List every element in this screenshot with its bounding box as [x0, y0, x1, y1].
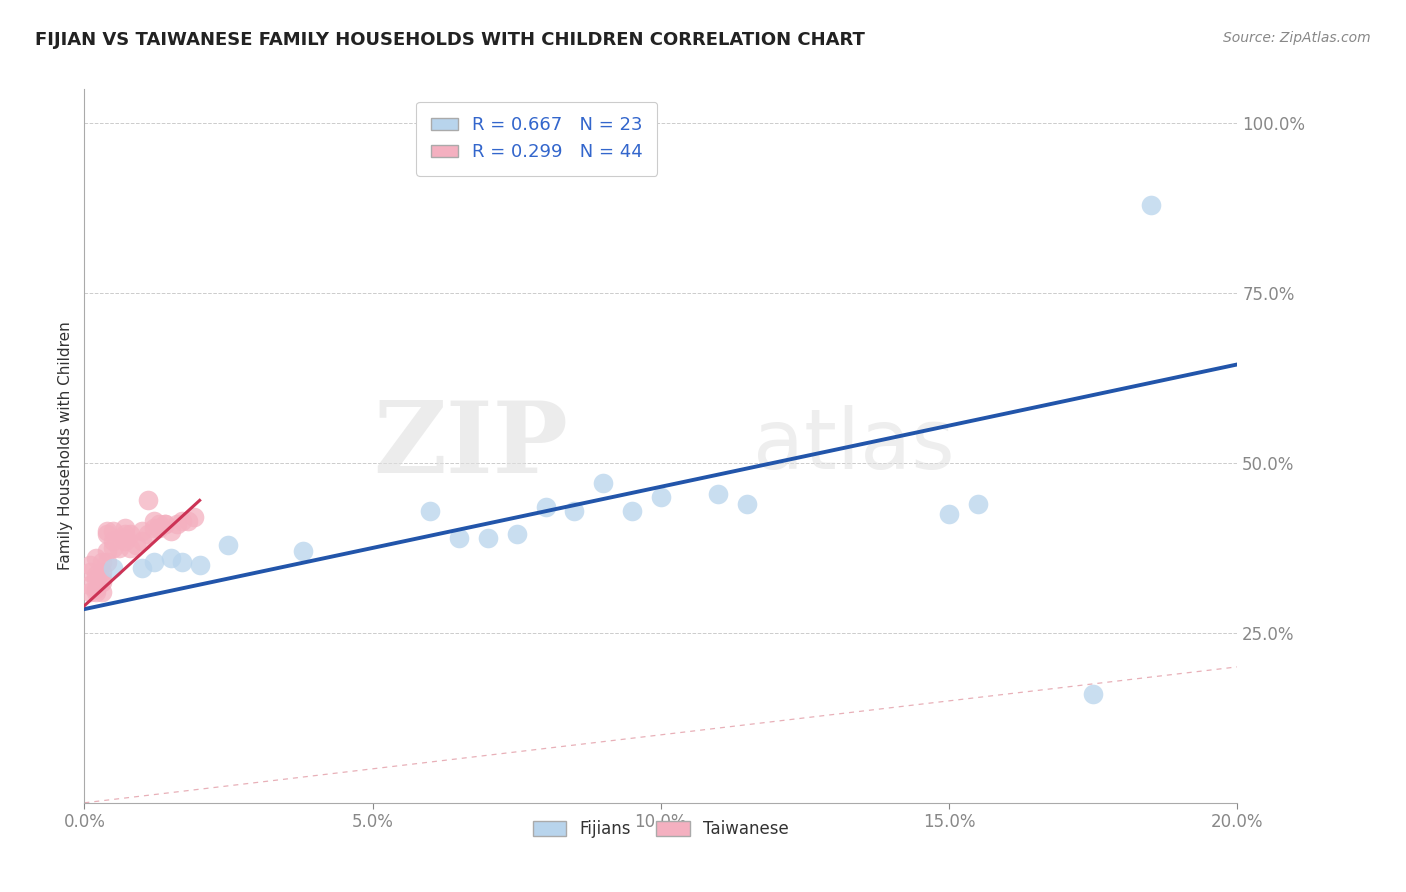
Point: [148, 517, 170, 532]
Text: FIJIAN VS TAIWANESE FAMILY HOUSEHOLDS WITH CHILDREN CORRELATION CHART: FIJIAN VS TAIWANESE FAMILY HOUSEHOLDS WI…: [35, 31, 865, 49]
Y-axis label: Family Households with Children: Family Households with Children: [58, 322, 73, 570]
Point: [172, 555, 194, 569]
Point: [90, 574, 112, 589]
Point: [166, 517, 188, 532]
Point: [621, 503, 644, 517]
Point: [938, 507, 960, 521]
Point: [477, 531, 499, 545]
Point: [108, 541, 131, 555]
Point: [120, 541, 142, 555]
Point: [120, 527, 142, 541]
Point: [534, 500, 557, 515]
Point: [177, 514, 200, 528]
Point: [84, 585, 107, 599]
Point: [153, 517, 176, 532]
Point: [136, 527, 159, 541]
Point: [592, 476, 614, 491]
Point: [84, 551, 107, 566]
Point: [506, 527, 529, 541]
Point: [142, 514, 165, 528]
Point: [160, 524, 183, 538]
Point: [114, 527, 136, 541]
Point: [153, 517, 176, 532]
Point: [131, 534, 153, 549]
Point: [103, 561, 124, 575]
Point: [650, 490, 672, 504]
Point: [90, 565, 112, 579]
Point: [449, 531, 471, 545]
Point: [136, 493, 159, 508]
Point: [114, 520, 136, 534]
Point: [90, 555, 112, 569]
Point: [967, 497, 990, 511]
Point: [84, 568, 107, 582]
Point: [90, 585, 112, 599]
Point: [131, 561, 153, 575]
Point: [737, 497, 759, 511]
Point: [84, 582, 107, 596]
Point: [79, 558, 101, 572]
Point: [1083, 687, 1105, 701]
Point: [114, 531, 136, 545]
Point: [148, 520, 170, 534]
Point: [103, 541, 124, 555]
Point: [96, 524, 118, 538]
Point: [79, 565, 101, 579]
Point: [707, 486, 730, 500]
Point: [79, 585, 101, 599]
Point: [114, 534, 136, 549]
Point: [103, 524, 124, 538]
Point: [1140, 198, 1163, 212]
Point: [90, 572, 112, 586]
Point: [79, 578, 101, 592]
Legend: Fijians, Taiwanese: Fijians, Taiwanese: [526, 814, 796, 845]
Point: [183, 510, 205, 524]
Point: [96, 527, 118, 541]
Point: [125, 537, 148, 551]
Point: [131, 524, 153, 538]
Text: Source: ZipAtlas.com: Source: ZipAtlas.com: [1223, 31, 1371, 45]
Point: [96, 555, 118, 569]
Point: [84, 572, 107, 586]
Point: [172, 514, 194, 528]
Point: [292, 544, 315, 558]
Text: atlas: atlas: [754, 406, 955, 486]
Point: [96, 544, 118, 558]
Text: ZIP: ZIP: [374, 398, 568, 494]
Point: [218, 537, 240, 551]
Point: [564, 503, 586, 517]
Point: [142, 520, 165, 534]
Point: [142, 555, 165, 569]
Point: [160, 551, 183, 566]
Point: [419, 503, 441, 517]
Point: [103, 534, 124, 549]
Point: [188, 558, 211, 572]
